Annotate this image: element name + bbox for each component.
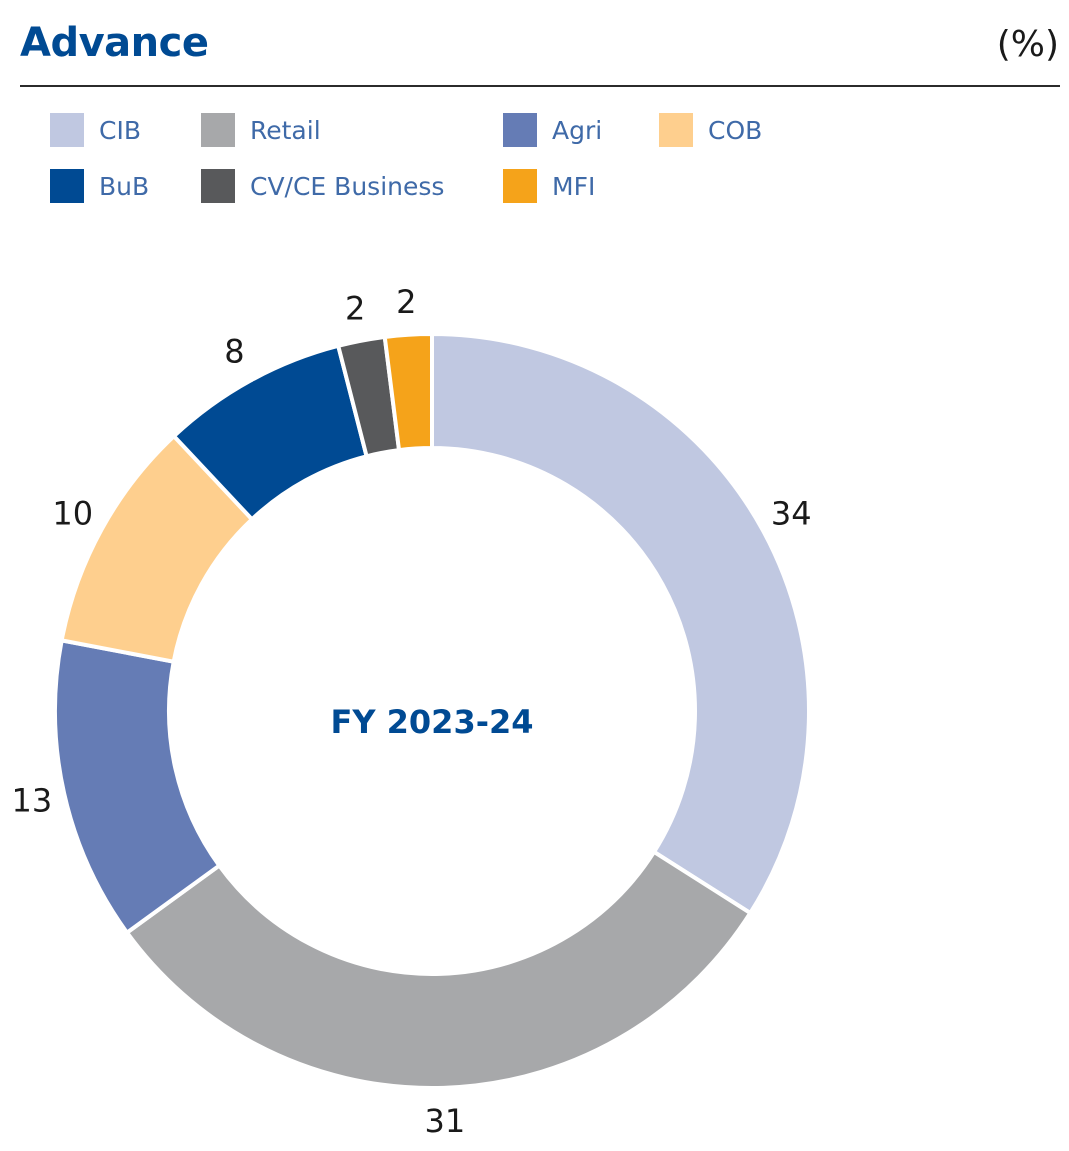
legend-swatch-cv-ce-business: [201, 169, 235, 203]
legend-label-cib: CIB: [99, 115, 141, 145]
legend-label-cob: COB: [708, 115, 763, 145]
title-divider: [20, 85, 1060, 87]
legend-swatch-cib: [50, 113, 84, 147]
legend-label-bub: BuB: [99, 171, 150, 201]
slice-retail: [124, 849, 754, 1090]
legend-swatch-cob: [659, 113, 693, 147]
center-label: FY 2023-24: [330, 703, 533, 741]
legend-item-cv-ce-business: CV/CE Business: [201, 169, 444, 203]
unit-label: (%): [996, 24, 1059, 65]
legend-item-cob: COB: [659, 113, 762, 147]
value-label-bub: 8: [224, 333, 244, 371]
value-label-cib: 34: [771, 494, 812, 532]
slice-mfi: [382, 331, 434, 453]
legend-item-cib: CIB: [50, 113, 141, 147]
legend-swatch-bub: [50, 169, 84, 203]
value-label-mfi: 2: [396, 283, 416, 321]
chart-title: Advance: [20, 20, 209, 66]
legend-swatch-agri: [503, 113, 537, 147]
legend-swatch-retail: [201, 113, 235, 147]
legend-label-mfi: MFI: [552, 171, 596, 201]
legend-item-agri: Agri: [503, 113, 602, 147]
legend-label-agri: Agri: [552, 115, 603, 145]
legend-swatch-mfi: [503, 169, 537, 203]
value-label-agri: 13: [12, 781, 53, 819]
legend-label-cv-ce-business: CV/CE Business: [250, 171, 445, 201]
legend-item-retail: Retail: [201, 113, 321, 147]
value-label-cob: 10: [52, 494, 93, 532]
value-label-retail: 31: [425, 1102, 466, 1140]
legend-item-mfi: MFI: [503, 169, 595, 203]
legend-label-retail: Retail: [250, 115, 321, 145]
slice-cib: [430, 331, 811, 916]
legend-item-bub: BuB: [50, 169, 149, 203]
value-label-cv-ce-business: 2: [345, 289, 365, 327]
